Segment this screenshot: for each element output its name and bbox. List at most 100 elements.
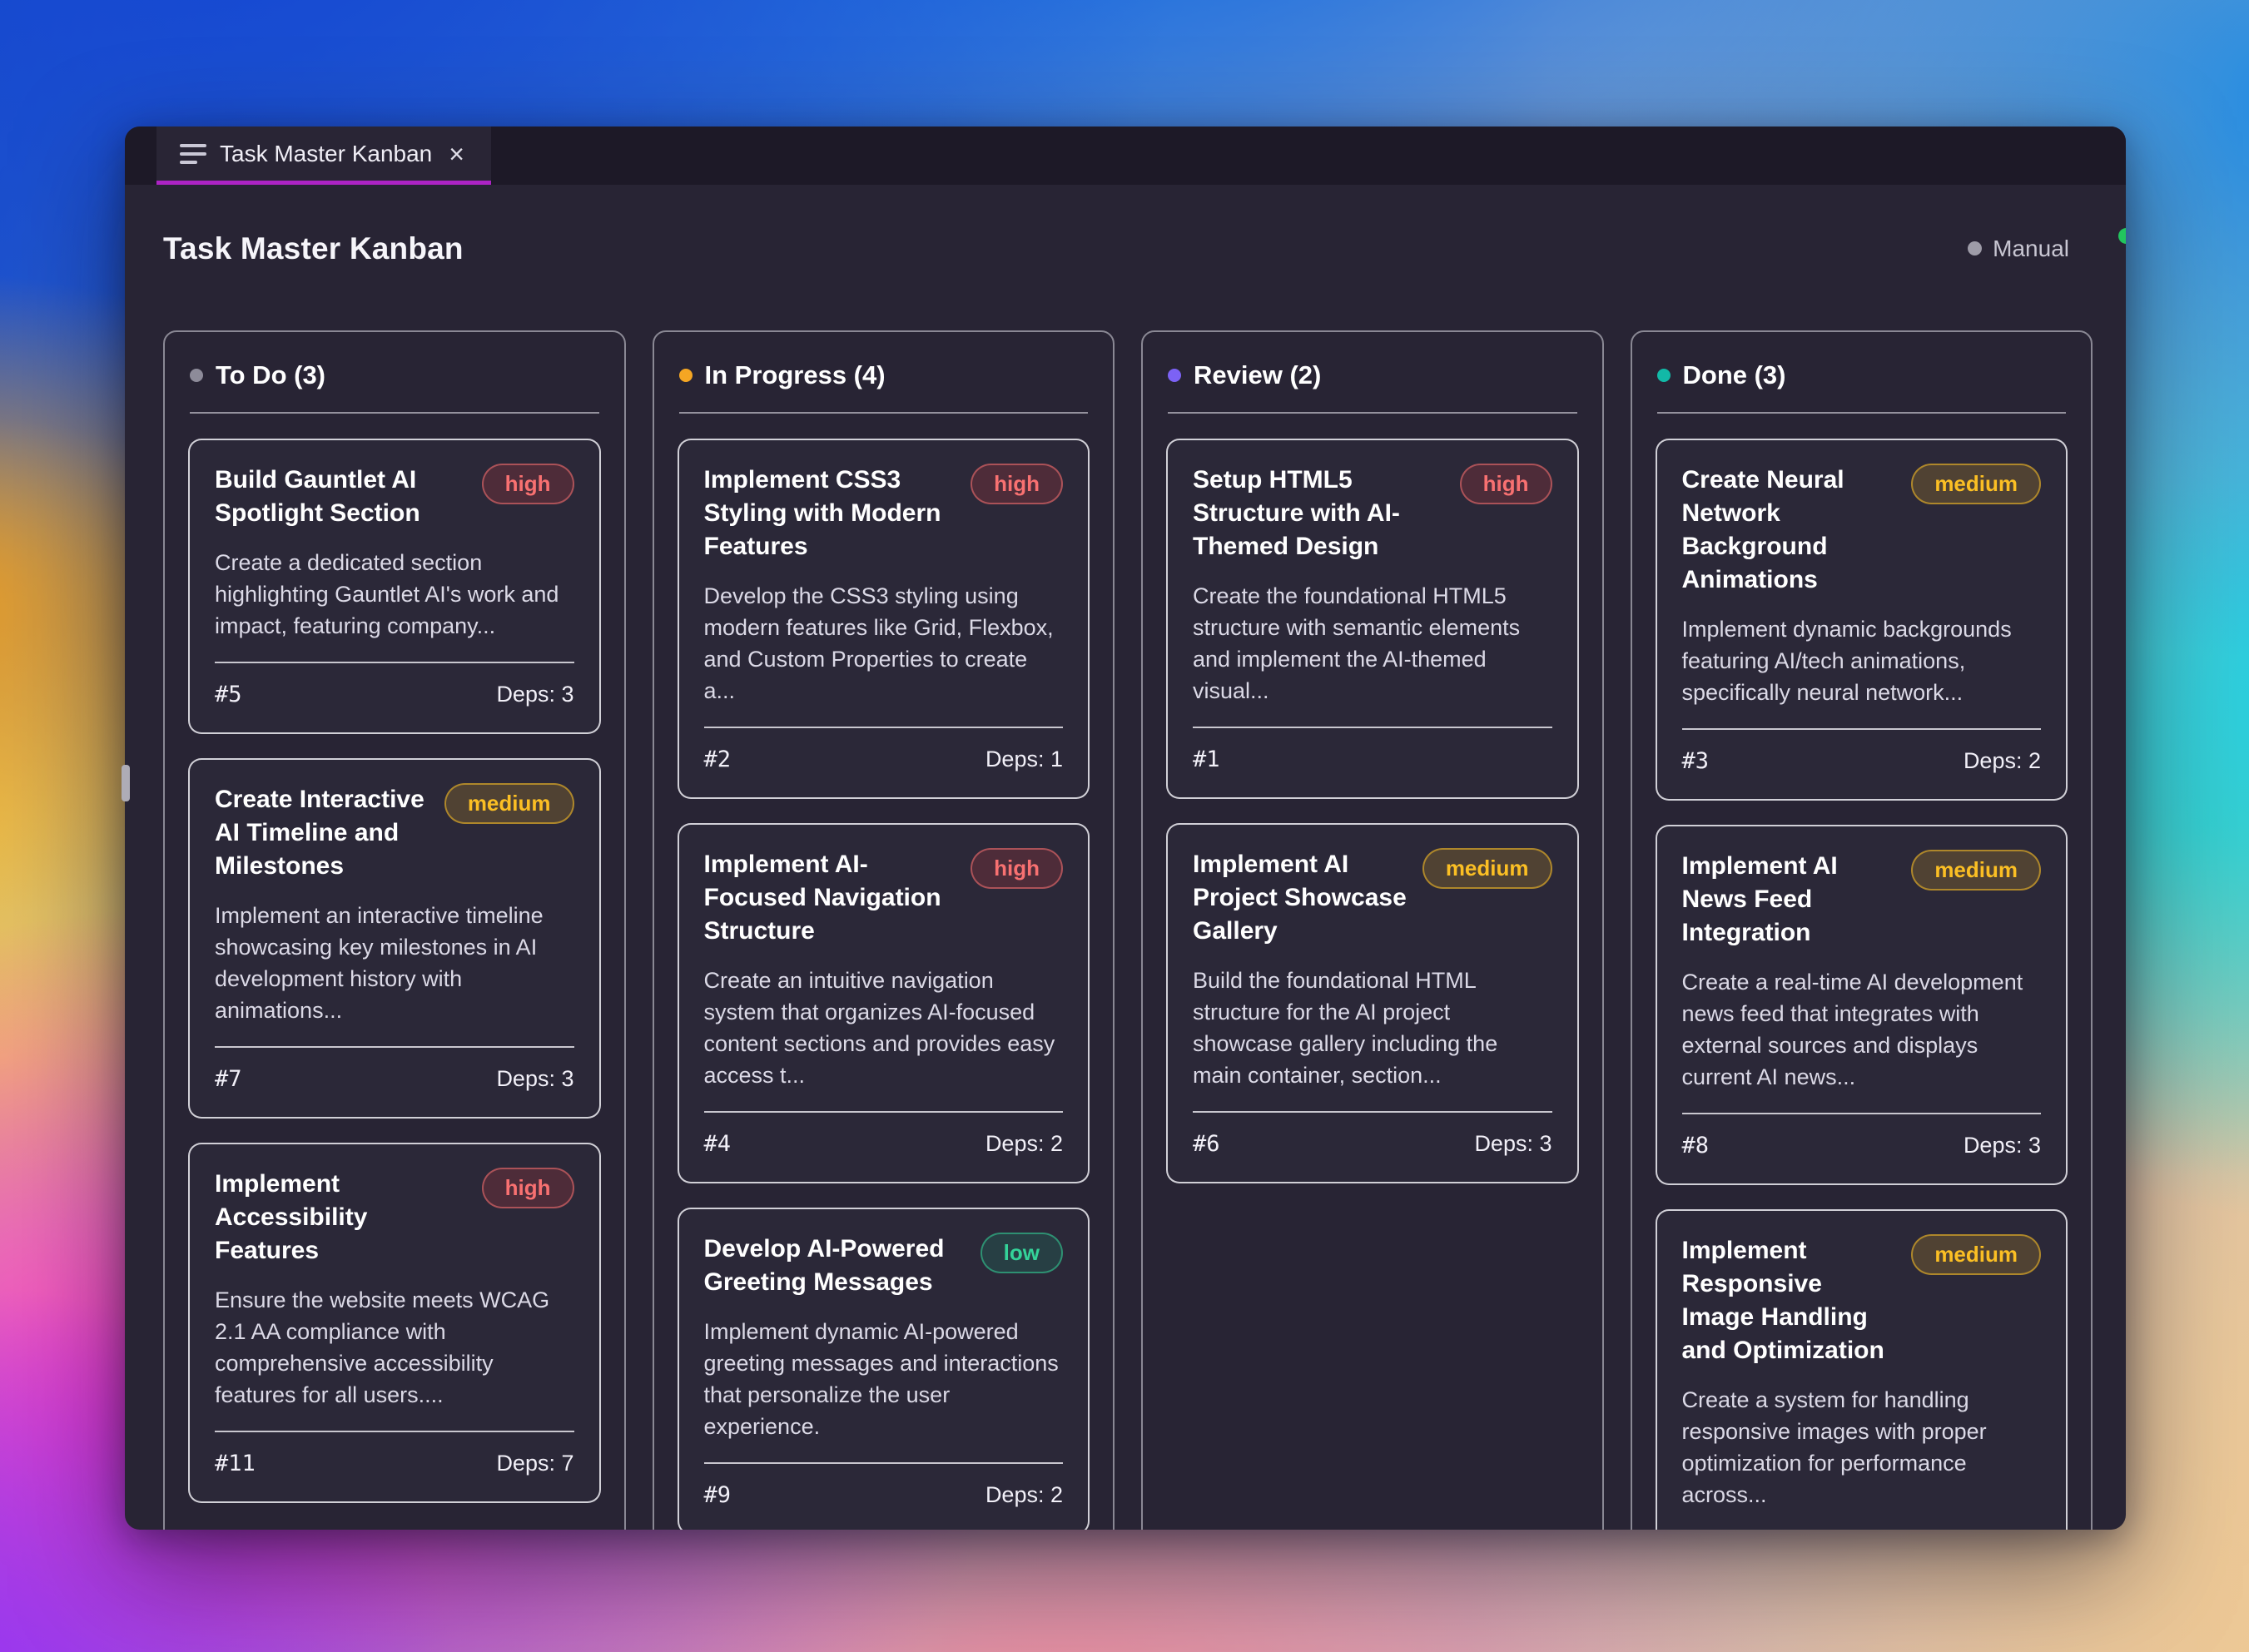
priority-badge: high bbox=[1459, 464, 1552, 505]
priority-badge: medium bbox=[1911, 464, 2041, 505]
column-header: Done (3) bbox=[1632, 332, 2092, 412]
card-footer: #4 Deps: 2 bbox=[703, 1111, 1063, 1157]
card-dependencies: Deps: 3 bbox=[496, 1066, 574, 1091]
column-divider bbox=[190, 412, 599, 414]
card-header: Develop AI-Powered Greeting Messages low bbox=[703, 1233, 1063, 1299]
card-dependencies: Deps: 3 bbox=[1963, 1133, 2041, 1158]
task-card[interactable]: Implement Responsive Image Handling and … bbox=[1655, 1209, 2068, 1530]
tab-task-master-kanban[interactable]: Task Master Kanban × bbox=[156, 127, 491, 185]
card-dependencies: Deps: 2 bbox=[985, 1482, 1063, 1507]
task-card[interactable]: Build Gauntlet AI Spotlight Section high C… bbox=[188, 439, 601, 734]
card-footer: #5 Deps: 3 bbox=[215, 662, 574, 707]
task-card[interactable]: Implement Accessibility Features high Ensu… bbox=[188, 1143, 601, 1503]
priority-badge: medium bbox=[1422, 848, 1552, 890]
card-footer: #2 Deps: 1 bbox=[703, 727, 1063, 772]
card-description: Create a real-time AI development news f… bbox=[1681, 970, 2023, 1089]
task-card[interactable]: Implement AI News Feed Integration medium… bbox=[1655, 825, 2068, 1185]
card-id: #1 bbox=[1193, 747, 1220, 772]
card-title: Implement Responsive Image Handling and … bbox=[1681, 1237, 1884, 1364]
card-header: Implement Responsive Image Handling and … bbox=[1681, 1234, 2041, 1367]
card-header: Build Gauntlet AI Spotlight Section high bbox=[215, 464, 574, 530]
mode-status-dot bbox=[1968, 241, 1983, 255]
card-title: Implement AI News Feed Integration bbox=[1681, 852, 1838, 946]
card-header: Implement Accessibility Features high bbox=[215, 1168, 574, 1268]
priority-badge: high bbox=[971, 848, 1063, 890]
priority-badge: high bbox=[971, 464, 1063, 505]
card-description: Develop the CSS3 styling using modern fe… bbox=[703, 583, 1054, 703]
card-header: Implement CSS3 Styling with Modern Featu… bbox=[703, 464, 1063, 563]
tab-bar: Task Master Kanban × bbox=[125, 127, 2126, 185]
card-header: Create Interactive AI Timeline and Miles… bbox=[215, 783, 574, 883]
card-title: Build Gauntlet AI Spotlight Section bbox=[215, 466, 420, 527]
priority-badge: low bbox=[980, 1233, 1063, 1274]
column-title: Review (2) bbox=[1194, 360, 1322, 389]
column-header: To Do (3) bbox=[165, 332, 624, 412]
card-description: Create the foundational HTML5 structure … bbox=[1193, 583, 1521, 703]
card-list: Setup HTML5 Structure with AI-Themed Des… bbox=[1143, 414, 1602, 1207]
priority-badge: medium bbox=[1911, 850, 2041, 891]
card-footer: #7 Deps: 3 bbox=[215, 1046, 574, 1092]
column-done: Done (3) Create Neural Network Background… bbox=[1630, 330, 2093, 1530]
card-footer: #8 Deps: 3 bbox=[1681, 1113, 2041, 1158]
card-dependencies: Deps: 3 bbox=[1474, 1131, 1552, 1156]
priority-badge: medium bbox=[1911, 1234, 2041, 1276]
card-title: Setup HTML5 Structure with AI-Themed Des… bbox=[1193, 466, 1400, 560]
card-id: #3 bbox=[1681, 748, 1710, 774]
card-description: Create a system for handling responsive … bbox=[1681, 1387, 1987, 1507]
card-dependencies: Deps: 1 bbox=[985, 747, 1063, 771]
card-description: Create a dedicated section highlighting … bbox=[215, 550, 559, 638]
card-dependencies: Deps: 7 bbox=[496, 1451, 574, 1476]
priority-badge: high bbox=[481, 464, 574, 505]
task-card[interactable]: Create Neural Network Background Animati… bbox=[1655, 439, 2068, 801]
column-in-progress: In Progress (4) Implement CSS3 Styling wi… bbox=[652, 330, 1115, 1530]
card-title: Create Neural Network Background Animati… bbox=[1681, 466, 1844, 593]
card-title: Implement Accessibility Features bbox=[215, 1170, 368, 1264]
mode-toggle[interactable]: Manual bbox=[1968, 236, 2069, 262]
app-window: Task Master Kanban × Task Master Kanban … bbox=[125, 127, 2126, 1530]
card-footer: #1 bbox=[1193, 727, 1552, 772]
card-title: Implement AI-Focused Navigation Structur… bbox=[703, 851, 941, 945]
card-list: Implement CSS3 Styling with Modern Featu… bbox=[654, 414, 1114, 1530]
task-card[interactable]: Setup HTML5 Structure with AI-Themed Des… bbox=[1166, 439, 1579, 799]
app-header: Task Master Kanban Manual bbox=[125, 185, 2126, 330]
card-header: Implement AI News Feed Integration medium bbox=[1681, 850, 2041, 950]
card-header: Implement AI Project Showcase Gallery med… bbox=[1193, 848, 1552, 948]
task-card[interactable]: Implement AI-Focused Navigation Structur… bbox=[677, 823, 1090, 1183]
card-title: Develop AI-Powered Greeting Messages bbox=[703, 1235, 945, 1296]
card-id: #7 bbox=[215, 1066, 242, 1092]
column-status-dot bbox=[678, 369, 693, 382]
column-status-dot bbox=[1168, 369, 1181, 382]
task-card[interactable]: Create Interactive AI Timeline and Miles… bbox=[188, 758, 601, 1119]
card-title: Implement AI Project Showcase Gallery bbox=[1193, 851, 1407, 945]
task-card[interactable]: Implement CSS3 Styling with Modern Featu… bbox=[677, 439, 1090, 799]
priority-badge: medium bbox=[444, 783, 574, 825]
card-dependencies: Deps: 3 bbox=[496, 682, 574, 707]
column-status-dot bbox=[190, 369, 203, 382]
card-id: #9 bbox=[703, 1482, 732, 1508]
card-list: Build Gauntlet AI Spotlight Section high C… bbox=[165, 414, 624, 1526]
column-to-do: To Do (3) Build Gauntlet AI Spotlight Sec… bbox=[163, 330, 626, 1530]
card-description: Ensure the website meets WCAG 2.1 AA com… bbox=[215, 1287, 550, 1407]
column-divider bbox=[1168, 412, 1577, 414]
card-id: #8 bbox=[1681, 1133, 1710, 1158]
card-description: Implement dynamic backgrounds featuring … bbox=[1681, 617, 2012, 705]
card-footer: #11 Deps: 7 bbox=[215, 1431, 574, 1476]
card-dependencies: Deps: 2 bbox=[1963, 748, 2041, 773]
card-id: #2 bbox=[703, 747, 732, 772]
task-card[interactable]: Develop AI-Powered Greeting Messages low I… bbox=[677, 1208, 1090, 1530]
card-id: #5 bbox=[215, 682, 242, 707]
list-icon bbox=[180, 143, 206, 164]
card-title: Implement CSS3 Styling with Modern Featu… bbox=[703, 466, 941, 560]
column-status-dot bbox=[1656, 369, 1671, 382]
card-id: #6 bbox=[1193, 1131, 1220, 1157]
task-card[interactable]: Implement AI Project Showcase Gallery med… bbox=[1166, 823, 1579, 1183]
column-header: In Progress (4) bbox=[654, 332, 1114, 412]
card-description: Implement an interactive timeline showca… bbox=[215, 903, 544, 1023]
column-title: In Progress (4) bbox=[704, 360, 886, 389]
column-divider bbox=[1656, 412, 2066, 414]
close-icon[interactable]: × bbox=[449, 138, 464, 169]
card-id: #4 bbox=[703, 1131, 732, 1157]
column-review: Review (2) Setup HTML5 Structure with AI-… bbox=[1141, 330, 1604, 1530]
card-description: Build the foundational HTML structure fo… bbox=[1193, 968, 1498, 1088]
card-id: #11 bbox=[215, 1451, 256, 1476]
